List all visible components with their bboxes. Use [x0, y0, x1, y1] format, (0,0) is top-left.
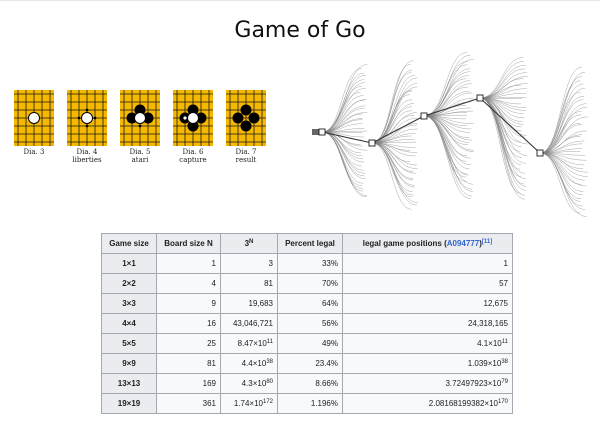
cell-legal-positions: 12,675 [342, 293, 513, 314]
cell-board-size: 1 [156, 253, 221, 274]
cell-board-size: 25 [156, 333, 221, 354]
dia-7-caption: Dia. 7 result [235, 148, 257, 164]
dia-6-caption: Dia. 6 capture [179, 148, 207, 164]
last-move-marker-icon [183, 116, 187, 120]
cell-three-pow-n: 81 [220, 273, 278, 294]
go-positions-table: Game size Board size N 3N Percent legal … [101, 233, 513, 414]
cell-board-size: 361 [156, 393, 221, 414]
table-row: 2×2 4 81 70% 57 [101, 273, 513, 294]
go-board-dia-7 [226, 90, 266, 146]
cell-three-pow-n: 3 [220, 253, 278, 274]
table-row: 4×4 16 43,046,721 56% 24,318,165 [101, 313, 513, 334]
cell-percent-legal: 64% [277, 293, 343, 314]
go-board-dia-4 [67, 90, 107, 146]
cell-game-size: 3×3 [101, 293, 157, 314]
cell-three-pow-n: 19,683 [220, 293, 278, 314]
cell-percent-legal: 33% [277, 253, 343, 274]
dia-3-caption: Dia. 3 [23, 148, 45, 156]
cell-game-size: 2×2 [101, 273, 157, 294]
table-row: 1×1 1 3 33% 1 [101, 253, 513, 274]
dia-5-caption: Dia. 5 atari [129, 148, 151, 164]
go-board-dia-6 [173, 90, 213, 146]
table-row: 9×9 81 4.4×1038 23.4% 1.039×1038 [101, 353, 513, 374]
cell-game-size: 4×4 [101, 313, 157, 334]
go-board-dia-3 [14, 90, 54, 146]
col-header-three-pow-n: 3N [220, 233, 278, 254]
white-stone-icon [81, 112, 93, 124]
reference-link[interactable]: [11] [481, 239, 493, 245]
col-header-percent-legal: Percent legal [277, 233, 343, 254]
table-row: 5×5 25 8.47×1011 49% 4.1×1011 [101, 333, 513, 354]
col-header-legal-positions: legal game positions (A094777)[11] [342, 233, 513, 254]
dia-4-caption: Dia. 4 liberties [72, 148, 102, 164]
cell-legal-positions: 1.039×1038 [342, 353, 513, 374]
go-diagram-4: Dia. 4 liberties [67, 90, 107, 164]
cell-percent-legal: 1.196% [277, 393, 343, 414]
game-tree-illustration [312, 52, 588, 217]
cell-game-size: 1×1 [101, 253, 157, 274]
table-header-row: Game size Board size N 3N Percent legal … [101, 233, 513, 254]
cell-board-size: 169 [156, 373, 221, 394]
cell-three-pow-n: 43,046,721 [220, 313, 278, 334]
cell-three-pow-n: 8.47×1011 [220, 333, 278, 354]
cell-percent-legal: 70% [277, 273, 343, 294]
go-board-dia-5 [120, 90, 160, 146]
cell-legal-positions: 1 [342, 253, 513, 274]
white-stone-icon [28, 112, 40, 124]
cell-game-size: 19×19 [101, 393, 157, 414]
table-row: 3×3 9 19,683 64% 12,675 [101, 293, 513, 314]
go-diagram-7: Dia. 7 result [226, 90, 266, 164]
cell-legal-positions: 24,318,165 [342, 313, 513, 334]
cell-legal-positions: 57 [342, 273, 513, 294]
cell-board-size: 4 [156, 273, 221, 294]
cell-game-size: 5×5 [101, 333, 157, 354]
cell-three-pow-n: 4.3×1080 [220, 373, 278, 394]
black-stone-icon [232, 104, 260, 132]
cell-percent-legal: 23.4% [277, 353, 343, 374]
slide-title: Game of Go [234, 18, 366, 43]
col-header-game-size: Game size [101, 233, 157, 254]
white-stone-icon [134, 112, 146, 124]
cell-legal-positions: 2.08168199382×10170 [342, 393, 513, 414]
oeis-link[interactable]: A094777 [446, 239, 480, 248]
liberty-dot-icon [77, 108, 97, 128]
cell-percent-legal: 8.66% [277, 373, 343, 394]
white-stone-icon [187, 112, 199, 124]
cell-board-size: 9 [156, 293, 221, 314]
cell-three-pow-n: 4.4×1038 [220, 353, 278, 374]
go-diagram-6: Dia. 6 capture [173, 90, 213, 164]
cell-percent-legal: 49% [277, 333, 343, 354]
col-header-board-size: Board size N [156, 233, 221, 254]
table-row: 13×13 169 4.3×1080 8.66% 3.72497923×1079 [101, 373, 513, 394]
cell-game-size: 13×13 [101, 373, 157, 394]
go-diagram-3: Dia. 3 [14, 90, 54, 156]
cell-board-size: 81 [156, 353, 221, 374]
cell-legal-positions: 3.72497923×1079 [342, 373, 513, 394]
cell-legal-positions: 4.1×1011 [342, 333, 513, 354]
cell-percent-legal: 56% [277, 313, 343, 334]
cell-board-size: 16 [156, 313, 221, 334]
liberty-dot-icon [138, 124, 142, 128]
table-row: 19×19 361 1.74×10172 1.196% 2.08168199382×10… [101, 393, 513, 414]
cell-game-size: 9×9 [101, 353, 157, 374]
go-diagram-5: Dia. 5 atari [120, 90, 160, 164]
slide-top-border [0, 0, 600, 1]
cell-three-pow-n: 1.74×10172 [220, 393, 278, 414]
